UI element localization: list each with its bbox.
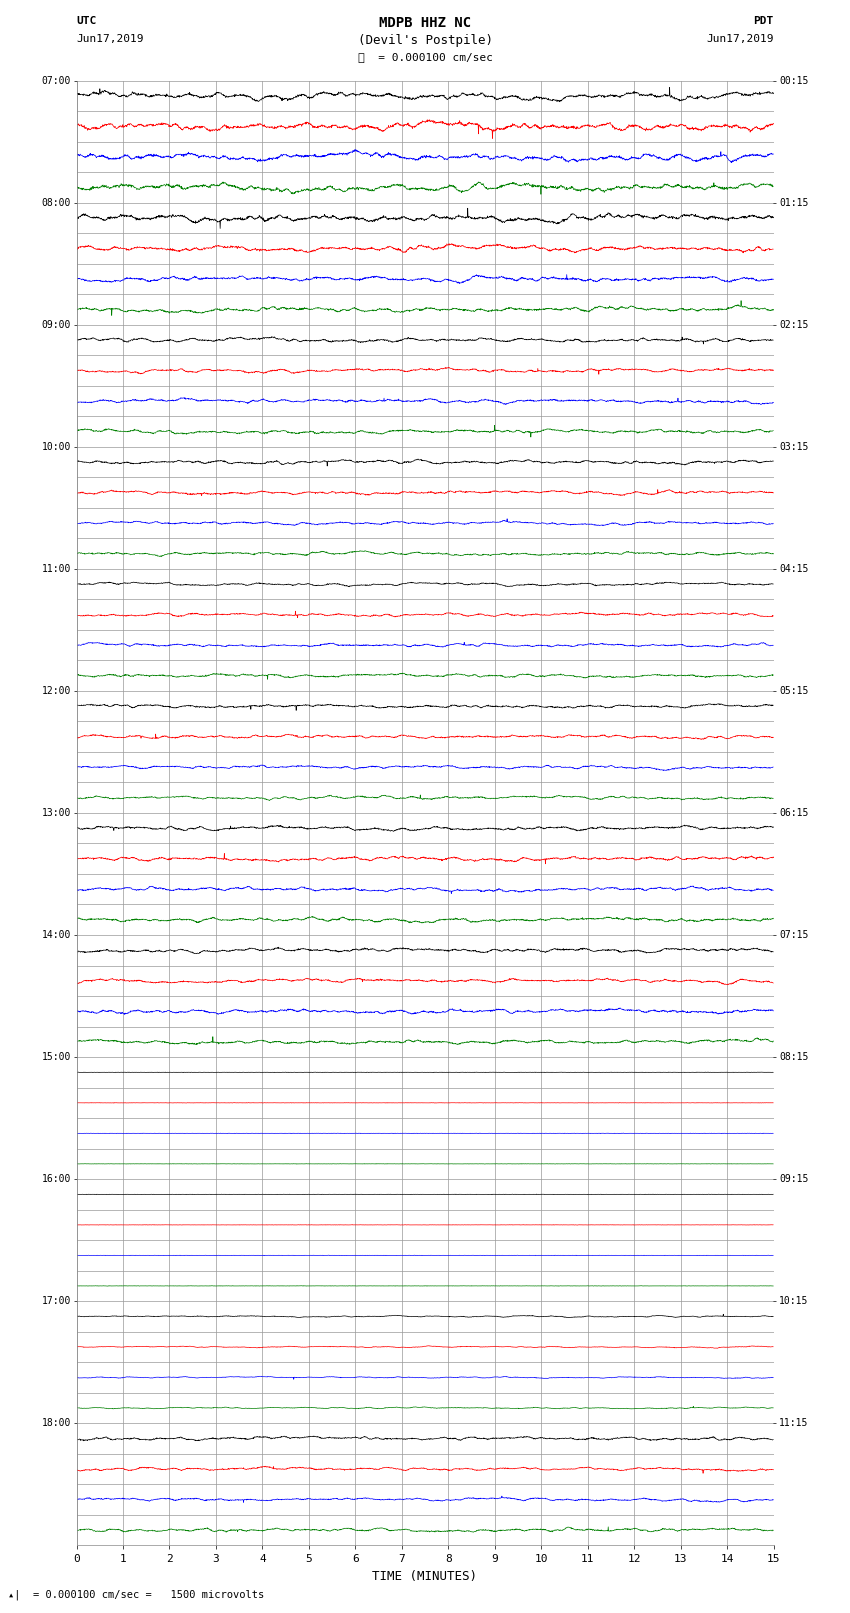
Text: Jun17,2019: Jun17,2019: [706, 34, 774, 44]
Text: UTC: UTC: [76, 16, 97, 26]
Text: ▴|  = 0.000100 cm/sec =   1500 microvolts: ▴| = 0.000100 cm/sec = 1500 microvolts: [8, 1589, 264, 1600]
X-axis label: TIME (MINUTES): TIME (MINUTES): [372, 1569, 478, 1582]
Text: PDT: PDT: [753, 16, 774, 26]
Text: Jun17,2019: Jun17,2019: [76, 34, 144, 44]
Text: ⏐  = 0.000100 cm/sec: ⏐ = 0.000100 cm/sec: [358, 52, 492, 61]
Text: (Devil's Postpile): (Devil's Postpile): [358, 34, 492, 47]
Text: MDPB HHZ NC: MDPB HHZ NC: [379, 16, 471, 31]
